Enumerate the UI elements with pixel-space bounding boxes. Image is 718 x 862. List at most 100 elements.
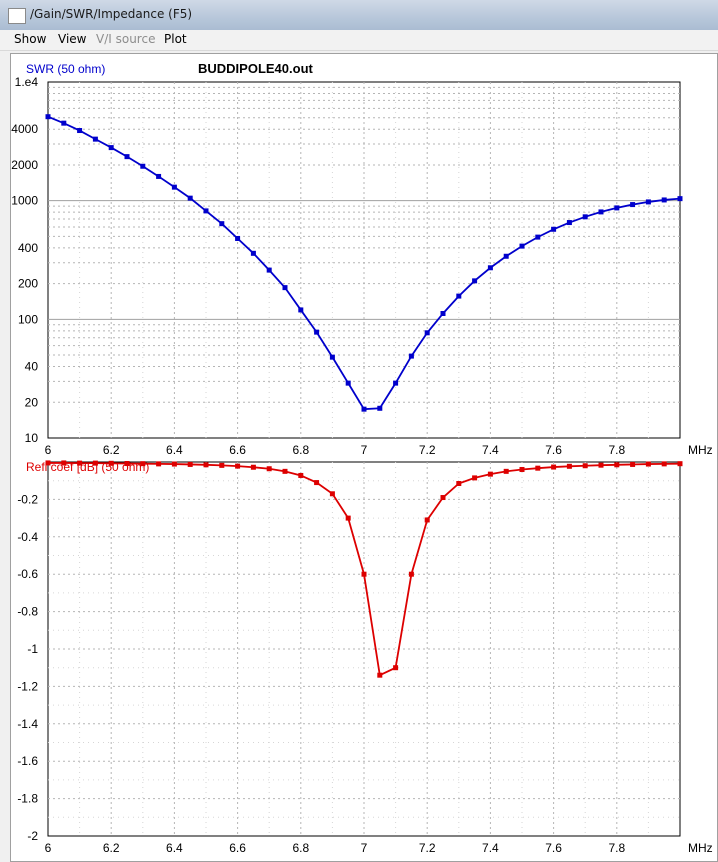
refl-data-point	[440, 495, 446, 501]
swr-data-point	[630, 202, 636, 208]
refl-data-point	[566, 463, 572, 469]
swr-data-point	[582, 214, 588, 220]
swr-ytick-label: 400	[18, 241, 38, 255]
swr-ytick-label: 40	[25, 360, 39, 374]
swr-data-point	[661, 197, 667, 203]
refl-data-point	[393, 665, 399, 671]
refl-ytick-label: -1.4	[17, 717, 38, 731]
swr-xtick-label: 6.2	[103, 443, 120, 457]
swr-data-point	[456, 293, 462, 299]
swr-data-point	[377, 405, 383, 411]
swr-xtick-label: 7.6	[545, 443, 562, 457]
refl-data-point	[124, 460, 130, 466]
refl-ytick-label: -1	[27, 642, 38, 656]
swr-xtick-label: 7	[361, 443, 368, 457]
refl-data-point	[677, 461, 683, 467]
refl-data-point	[92, 460, 98, 466]
swr-data-point	[535, 234, 541, 240]
refl-xtick-label: 7.6	[545, 841, 562, 855]
refl-xaxis-unit: MHz	[688, 841, 713, 855]
swr-ytick-label: 4000	[11, 122, 38, 136]
swr-data-point	[503, 253, 509, 259]
refl-ytick-label: -0.4	[17, 530, 38, 544]
refl-data-point	[408, 571, 414, 577]
refl-data-point	[377, 672, 383, 678]
swr-data-point	[551, 226, 557, 232]
refl-data-point	[424, 517, 430, 523]
swr-data-point	[235, 235, 241, 241]
swr-data-point	[472, 278, 478, 284]
refl-data-point	[219, 462, 225, 468]
swr-data-point	[408, 353, 414, 359]
refl-data-point	[187, 461, 193, 467]
refl-ytick-label: -2	[27, 829, 38, 843]
swr-data-point	[124, 154, 130, 160]
swr-ytick-label: 1000	[11, 194, 38, 208]
swr-data-point	[156, 173, 162, 179]
refl-ytick-label: -1.6	[17, 754, 38, 768]
refl-data-point	[472, 475, 478, 481]
refl-data-point	[171, 461, 177, 467]
swr-data-point	[329, 354, 335, 360]
refl-ytick-label: -1.8	[17, 792, 38, 806]
swr-data-point	[266, 267, 272, 273]
refl-data-point	[329, 491, 335, 497]
refl-data-point	[661, 461, 667, 467]
swr-data-point	[314, 329, 320, 335]
refl-data-point	[266, 466, 272, 472]
refl-data-point	[345, 515, 351, 521]
swr-xaxis-unit: MHz	[688, 443, 713, 457]
menu-view[interactable]: View	[58, 32, 87, 46]
swr-data-point	[219, 221, 225, 227]
refl-xtick-label: 6	[45, 841, 52, 855]
window-title: /Gain/SWR/Impedance (F5)	[30, 7, 193, 21]
refl-data-point	[298, 472, 304, 478]
swr-data-point	[61, 120, 67, 126]
app-icon[interactable]	[8, 8, 26, 24]
refl-xtick-label: 6.4	[166, 841, 183, 855]
refl-xtick-label: 6.6	[229, 841, 246, 855]
refl-ytick-label: -0.8	[17, 605, 38, 619]
swr-data-point	[108, 145, 114, 151]
refl-ylabel: Refl coef [dB] (50 ohm)	[26, 460, 149, 474]
refl-ytick-label: -1.2	[17, 679, 38, 693]
swr-ytick-label: 10	[25, 431, 39, 445]
swr-data-point	[361, 406, 367, 412]
swr-data-point	[140, 163, 146, 169]
refl-ytick-label: -0.2	[17, 492, 38, 506]
swr-data-point	[519, 243, 525, 249]
refl-data-point	[598, 462, 604, 468]
swr-xtick-label: 7.8	[608, 443, 625, 457]
refl-data-point	[156, 461, 162, 467]
swr-xtick-label: 6	[45, 443, 52, 457]
refl-data-point	[235, 463, 241, 469]
refl-data-point	[45, 460, 51, 466]
swr-data-point	[250, 250, 256, 256]
menu-show[interactable]: Show	[14, 32, 47, 46]
swr-data-point	[171, 184, 177, 190]
swr-axes-box	[47, 81, 681, 439]
swr-xtick-label: 7.4	[482, 443, 499, 457]
menu-vi-source[interactable]: V/I source	[96, 32, 156, 46]
swr-data-point	[45, 114, 51, 120]
refl-xtick-label: 7	[361, 841, 368, 855]
file-label: BUDDIPOLE40.out	[198, 61, 314, 76]
refl-data-point	[61, 460, 67, 466]
refl-data-point	[456, 481, 462, 487]
menu-plot[interactable]: Plot	[164, 32, 187, 46]
refl-xtick-label: 7.4	[482, 841, 499, 855]
refl-data-point	[551, 464, 557, 470]
swr-data-point	[393, 380, 399, 386]
swr-data-point	[92, 136, 98, 142]
refl-data-point	[108, 460, 114, 466]
refl-data-point	[614, 462, 620, 468]
refl-data-point	[503, 468, 509, 474]
swr-data-point	[298, 307, 304, 313]
swr-data-point	[282, 285, 288, 291]
refl-data-point	[487, 471, 493, 477]
swr-xtick-label: 6.8	[292, 443, 309, 457]
swr-xtick-label: 7.2	[419, 443, 436, 457]
refl-data-point	[519, 466, 525, 472]
refl-xtick-label: 7.8	[608, 841, 625, 855]
